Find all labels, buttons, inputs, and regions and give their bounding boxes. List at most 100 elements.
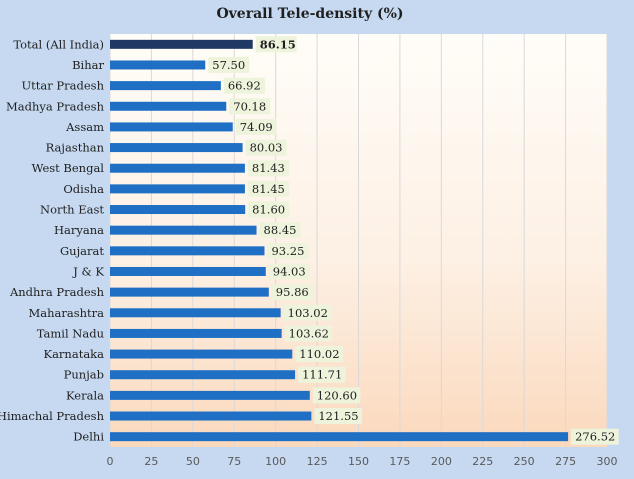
data-label-bg [247, 180, 289, 197]
data-label: 74.09 [240, 120, 273, 134]
data-label-bg [271, 284, 313, 301]
bar [110, 246, 265, 256]
data-label-bg [259, 222, 301, 239]
data-label: 103.62 [289, 326, 329, 340]
data-label: 81.43 [252, 161, 285, 175]
x-tick-label: 150 [348, 455, 369, 468]
data-label: 95.86 [276, 285, 309, 299]
bar [110, 205, 246, 215]
x-tick-label: 100 [265, 455, 286, 468]
data-label: 81.60 [252, 203, 285, 217]
x-tick-label: 200 [431, 455, 452, 468]
bar [110, 60, 206, 70]
category-label: Madhya Pradesh [6, 99, 105, 113]
x-tick-label: 75 [227, 455, 241, 468]
data-label-bg [312, 387, 361, 404]
data-label-bg [314, 408, 362, 425]
bar [110, 432, 569, 442]
x-tick-label: 175 [389, 455, 410, 468]
bars: 86.15 57.50 66.92 70.18 74.09 80.03 81.43 81.45… [110, 36, 619, 445]
data-label: 70.18 [233, 99, 266, 113]
category-label: Karnataka [43, 347, 104, 361]
x-tick-label: 250 [514, 455, 535, 468]
data-label-bg [235, 118, 277, 135]
x-tick-label: 50 [186, 455, 200, 468]
data-label-bg [248, 201, 290, 218]
data-label-bg [571, 428, 619, 445]
bar [110, 266, 266, 276]
data-label-bg [295, 346, 343, 363]
data-label-bg [247, 160, 289, 177]
category-label: Delhi [73, 430, 104, 444]
bar [110, 184, 245, 194]
category-label: Rajasthan [46, 141, 105, 155]
category-label: Punjab [64, 368, 104, 382]
bar [110, 225, 257, 235]
x-tick-label: 0 [107, 455, 114, 468]
x-tick-label: 275 [555, 455, 576, 468]
data-label-bg [268, 263, 310, 280]
data-label: 110.02 [299, 347, 339, 361]
category-label: Tamil Nadu [37, 326, 104, 340]
x-tick-label: 225 [472, 455, 493, 468]
category-labels: Total (All India) Bihar Uttar Pradesh Madhy… [0, 37, 105, 443]
data-label: 111.71 [302, 368, 342, 382]
data-label: 103.02 [288, 306, 328, 320]
data-label-bg [298, 366, 346, 383]
bar [110, 411, 312, 421]
bar [110, 349, 293, 359]
category-label: North East [40, 203, 104, 217]
category-label: Bihar [72, 58, 104, 72]
category-label: Odisha [63, 182, 104, 196]
data-label: 93.25 [271, 244, 304, 258]
data-label-bg [208, 56, 250, 73]
x-tick-label: 125 [307, 455, 328, 468]
category-label: Total (All India) [13, 37, 104, 51]
category-label: West Bengal [32, 161, 105, 175]
bar [110, 122, 233, 132]
data-label-bg [229, 98, 271, 115]
category-label: Himachal Pradesh [0, 409, 105, 423]
category-label: Uttar Pradesh [21, 79, 104, 93]
bar [110, 163, 245, 173]
bar [110, 101, 227, 111]
category-label: Gujarat [60, 244, 104, 258]
x-tick-label: 25 [144, 455, 158, 468]
bar [110, 39, 253, 49]
data-label-bg [267, 242, 309, 259]
bar [110, 143, 243, 153]
x-tick-label: 300 [597, 455, 618, 468]
data-label: 94.03 [273, 264, 306, 278]
bar [110, 81, 221, 91]
data-label-bg [245, 139, 287, 156]
bar [110, 328, 282, 338]
data-label-bg [255, 36, 297, 53]
data-label-bg [284, 325, 333, 342]
x-axis-ticks: 0 25 50 75 100 125 150 175 200 225 250 275 300 [107, 455, 618, 468]
data-label: 57.50 [212, 58, 245, 72]
chart-title: Overall Tele-density (%) [216, 6, 403, 22]
data-label-bg [223, 77, 265, 94]
category-label: Maharashtra [28, 306, 104, 320]
category-label: J & K [72, 264, 104, 278]
data-label: 86.15 [260, 37, 296, 51]
data-label: 120.60 [317, 388, 357, 402]
data-label: 81.45 [252, 182, 285, 196]
bar [110, 308, 281, 318]
category-label: Haryana [54, 223, 104, 237]
grid-lines [109, 34, 608, 447]
data-label: 80.03 [250, 141, 283, 155]
category-label: Kerala [66, 388, 104, 402]
data-label: 276.52 [575, 430, 615, 444]
bar [110, 370, 296, 380]
data-label-bg [283, 304, 332, 321]
data-label: 66.92 [228, 79, 261, 93]
bar [110, 390, 310, 400]
category-label: Andhra Pradesh [9, 285, 105, 299]
category-label: Assam [65, 120, 104, 134]
bar [110, 287, 269, 297]
data-label: 88.45 [264, 223, 297, 237]
data-label: 121.55 [318, 409, 358, 423]
